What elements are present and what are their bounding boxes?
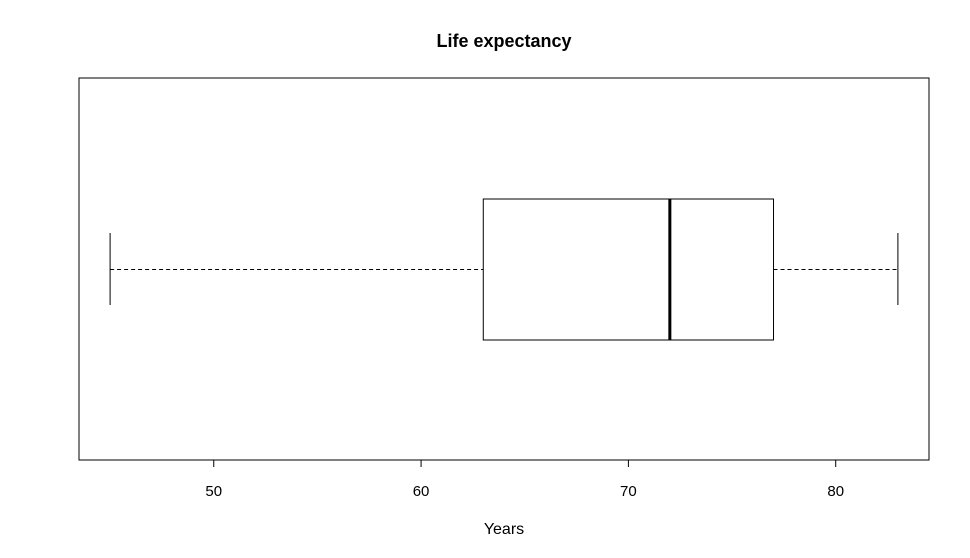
- iqr-box: [482, 198, 775, 341]
- boxplot-group: [109, 198, 899, 341]
- x-tick-label-50: 50: [205, 483, 222, 500]
- x-axis-ticks: 50 60 70 80: [205, 460, 844, 500]
- x-tick-label-60: 60: [413, 483, 430, 500]
- chart-title: Life expectancy: [436, 31, 571, 51]
- x-tick-label-80: 80: [827, 483, 844, 500]
- x-tick-label-70: 70: [620, 483, 637, 500]
- x-axis-label: Years: [484, 521, 524, 538]
